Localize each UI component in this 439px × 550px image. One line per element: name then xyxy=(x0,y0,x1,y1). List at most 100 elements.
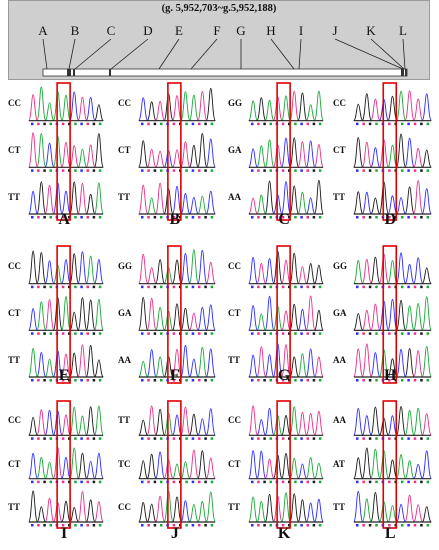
panel-letter: L xyxy=(384,525,396,542)
base-call-mark xyxy=(92,332,96,335)
trace-peak xyxy=(93,359,104,378)
genotype-label: TT xyxy=(8,191,21,202)
panel-letter: I xyxy=(60,525,68,542)
trace-peak xyxy=(28,94,39,122)
base-call-mark xyxy=(251,437,254,440)
base-call-mark xyxy=(74,437,77,440)
base-call-mark xyxy=(356,437,359,440)
trace-peak xyxy=(421,345,432,378)
base-call-mark xyxy=(388,437,391,440)
base-call-mark xyxy=(413,480,417,484)
base-call-mark xyxy=(160,524,163,527)
trace-peak xyxy=(188,312,199,331)
panel-letter: G xyxy=(277,367,291,384)
trace-peak xyxy=(353,103,364,122)
trace-peak xyxy=(289,90,300,122)
trace-peak xyxy=(155,408,166,436)
site-label-b: B xyxy=(70,23,80,38)
base-call-mark xyxy=(413,524,417,527)
base-call-mark xyxy=(251,379,254,382)
base-call-mark xyxy=(74,480,77,484)
base-call-mark xyxy=(191,285,195,289)
base-call-mark xyxy=(37,437,40,440)
base-call-mark xyxy=(153,379,157,382)
chromatogram-panel-d: CC CT TT D xyxy=(330,82,433,239)
base-call-mark xyxy=(61,285,65,289)
trace-peak xyxy=(289,457,300,480)
trace-peak xyxy=(387,260,398,285)
base-call-mark xyxy=(37,379,40,382)
base-call-mark xyxy=(74,524,77,527)
base-call-mark xyxy=(37,285,40,289)
base-call-mark xyxy=(426,285,430,289)
trace-peak xyxy=(421,93,432,122)
trace-peak xyxy=(28,308,39,331)
snp-highlight-box xyxy=(56,400,71,529)
trace-peak xyxy=(44,299,55,331)
trace-peak xyxy=(171,303,183,331)
base-call-mark xyxy=(269,437,272,440)
trace-peak xyxy=(205,408,216,436)
base-call-mark xyxy=(318,480,322,484)
base-call-mark xyxy=(68,524,71,527)
base-call-mark xyxy=(318,437,322,440)
base-call-mark xyxy=(426,169,430,172)
base-call-mark xyxy=(141,437,144,440)
trace-peak xyxy=(171,185,183,215)
base-call-mark xyxy=(269,332,272,335)
trace-peak xyxy=(93,452,104,480)
base-call-mark xyxy=(300,379,303,382)
base-call-mark xyxy=(375,524,378,527)
base-call-mark xyxy=(294,169,297,172)
genotype-label: CT xyxy=(8,145,21,155)
trace-peak xyxy=(205,348,216,378)
genotype-label: CT xyxy=(8,308,21,318)
trace-peak xyxy=(93,501,104,523)
site-label-e: E xyxy=(175,23,183,38)
trace-peak xyxy=(353,260,364,285)
trace-peak xyxy=(413,148,424,168)
base-call-mark xyxy=(269,379,272,382)
trace-peak xyxy=(44,358,55,378)
site-label-f: F xyxy=(213,23,221,38)
base-call-mark xyxy=(80,332,83,335)
genotype-label: CC xyxy=(8,261,21,272)
trace-peak xyxy=(197,195,208,215)
base-call-mark xyxy=(49,437,52,440)
trace-peak xyxy=(138,460,149,480)
base-call-mark xyxy=(257,332,260,335)
trace-peak xyxy=(188,358,199,378)
trace-peak xyxy=(289,185,300,215)
base-call-mark xyxy=(257,122,260,126)
snp-highlight-box xyxy=(276,82,291,221)
base-call-mark xyxy=(420,524,423,527)
genotype-label: TT xyxy=(118,415,131,426)
base-call-mark xyxy=(141,379,144,382)
base-call-mark xyxy=(172,524,176,527)
trace-peak xyxy=(264,295,275,331)
genotype-label: CC xyxy=(118,98,131,109)
base-call-mark xyxy=(251,524,254,527)
genotype-label: CT xyxy=(228,458,241,469)
trace-peak xyxy=(69,91,80,122)
trace-peak xyxy=(85,406,96,436)
trace-peak xyxy=(36,252,47,285)
trace-peak xyxy=(85,299,96,331)
gene-bar xyxy=(42,68,408,77)
base-call-mark xyxy=(61,437,65,440)
base-call-mark xyxy=(251,480,254,484)
trace-peak xyxy=(44,260,55,285)
trace-peak xyxy=(36,506,47,523)
trace-peak xyxy=(171,496,183,523)
base-call-mark xyxy=(294,332,297,335)
base-call-mark xyxy=(294,379,297,382)
base-call-mark xyxy=(80,524,83,527)
trace-peak xyxy=(297,463,308,480)
site-connector xyxy=(110,38,149,70)
base-call-mark xyxy=(147,379,150,382)
base-call-mark xyxy=(288,285,291,289)
base-call-mark xyxy=(362,379,365,382)
base-call-mark xyxy=(61,122,65,126)
base-call-mark xyxy=(185,169,188,172)
genotype-label: TT xyxy=(118,191,131,202)
